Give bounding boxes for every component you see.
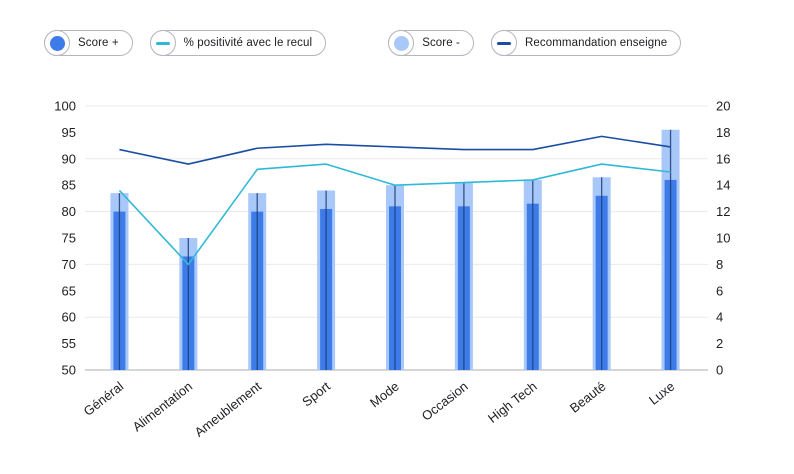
x-axis-label: Alimentation: [130, 379, 196, 435]
y-axis-tick-left: 65: [62, 283, 76, 298]
x-axis-label: Luxe: [646, 379, 677, 408]
line-positivity[interactable]: [118, 163, 671, 266]
score-minus-marker-icon: [393, 35, 409, 51]
y-axis-tick-right: 16: [716, 151, 730, 166]
legend-item-positivity[interactable]: % positivité avec le recul: [149, 30, 327, 56]
legend-marker-ring: [490, 30, 517, 56]
y-axis-tick-right: 10: [716, 231, 730, 246]
recommendation-line-marker-icon: [496, 41, 511, 45]
legend-item-label: Score -: [422, 37, 460, 49]
x-axis-label: Ameublement: [192, 378, 265, 439]
y-axis-tick-right: 20: [716, 99, 730, 114]
x-axis-label: Général: [81, 378, 127, 418]
y-axis-tick-left: 90: [62, 151, 76, 166]
legend-item-label: % positivité avec le recul: [183, 37, 313, 49]
line-recommendation[interactable]: [119, 135, 671, 165]
y-axis-tick-left: 95: [62, 125, 76, 140]
y-axis-tick-left: 100: [54, 99, 76, 114]
y-axis-tick-left: 70: [62, 257, 76, 272]
x-axis-label: Occasion: [419, 379, 471, 424]
legend-item-score-plus[interactable]: Score +: [44, 30, 133, 56]
x-axis-label: High Tech: [485, 379, 540, 426]
x-axis-label: Mode: [367, 379, 402, 411]
y-axis-tick-right: 18: [716, 125, 730, 140]
y-axis-tick-right: 0: [716, 363, 723, 378]
y-axis-tick-right: 6: [716, 283, 723, 298]
legend: Score + % positivité avec le recul Score…: [44, 30, 698, 56]
y-axis-tick-left: 75: [62, 231, 76, 246]
y-axis-tick-left: 55: [62, 336, 76, 351]
x-axis-label: Beauté: [567, 379, 609, 416]
y-axis-tick-left: 60: [62, 310, 76, 325]
legend-marker-ring: [149, 30, 176, 56]
legend-item-score-minus[interactable]: Score -: [388, 30, 474, 56]
legend-item-recommendation[interactable]: Recommandation enseigne: [490, 30, 682, 56]
y-axis-tick-left: 50: [62, 363, 76, 378]
y-axis-tick-left: 80: [62, 204, 76, 219]
y-axis-tick-right: 2: [716, 336, 723, 351]
legend-item-label: Recommandation enseigne: [524, 37, 668, 49]
score-plus-marker-icon: [49, 35, 65, 51]
y-axis-tick-left: 85: [62, 178, 76, 193]
legend-marker-ring: [388, 30, 415, 56]
positivity-line-marker-icon: [155, 41, 170, 45]
y-axis-tick-right: 4: [716, 310, 723, 325]
x-axis-label: Sport: [299, 378, 333, 409]
legend-item-label: Score +: [78, 37, 119, 49]
y-axis-tick-right: 8: [716, 257, 723, 272]
y-axis-tick-right: 12: [716, 204, 730, 219]
y-axis-tick-right: 14: [716, 178, 730, 193]
legend-marker-ring: [44, 30, 70, 56]
